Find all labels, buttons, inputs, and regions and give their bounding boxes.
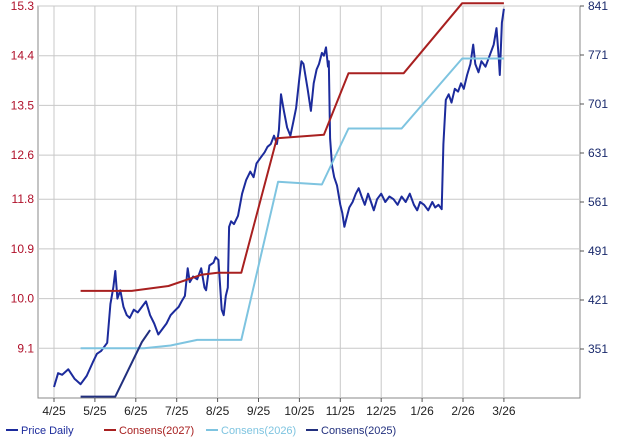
- left-tick-label: 10.9: [11, 242, 35, 256]
- plot-area: [37, 5, 581, 399]
- right-tick-label: 701: [588, 97, 608, 111]
- legend-label: Consens(2027): [119, 425, 194, 437]
- left-tick-label: 10.0: [11, 292, 35, 306]
- x-tick-label: 7/25: [165, 404, 189, 418]
- x-tick-label: 6/25: [124, 404, 148, 418]
- x-tick-label: 4/25: [42, 404, 66, 418]
- left-axis: 15.3 14.4 13.5 12.6 11.8 10.9 10.0 9.1: [11, 0, 35, 355]
- legend-label: Price Daily: [21, 425, 74, 437]
- x-tick-label: 11/25: [326, 404, 355, 418]
- right-axis: 841 771 701 631 561 491 421 351: [580, 0, 608, 356]
- x-axis: 4/25 5/25 6/25 7/25 8/25 9/25 10/25 11/25 12/25 1…: [42, 398, 516, 418]
- x-tick-label: 10/25: [284, 404, 314, 418]
- x-tick-label: 2/26: [451, 404, 475, 418]
- right-tick-label: 841: [588, 0, 608, 13]
- x-tick-label: 1/26: [410, 404, 434, 418]
- legend-label: Consens(2026): [221, 425, 296, 437]
- left-tick-label: 13.5: [11, 98, 35, 112]
- series-line-consens-2025: [80, 329, 151, 398]
- left-tick-label: 9.1: [17, 341, 34, 355]
- right-tick-label: 631: [588, 146, 608, 160]
- left-tick-label: 14.4: [11, 49, 35, 63]
- series-line-consens-2026: [80, 57, 504, 350]
- x-tick-label: 3/26: [492, 404, 516, 418]
- right-tick-label: 561: [588, 195, 608, 209]
- grid-lines: [38, 5, 580, 398]
- x-tick-label: 12/25: [366, 404, 396, 418]
- right-tick-label: 491: [588, 244, 608, 258]
- series-line-consens-2027: [80, 2, 504, 292]
- left-tick-label: 12.6: [11, 148, 35, 162]
- x-tick-label: 5/25: [83, 404, 107, 418]
- legend-label: Consens(2025): [321, 425, 396, 437]
- series-layer: [53, 2, 505, 398]
- x-tick-label: 8/25: [206, 404, 230, 418]
- right-tick-label: 351: [588, 342, 608, 356]
- right-tick-label: 771: [588, 48, 608, 62]
- legend: Price Daily Consens(2027) Consens(2026) Con…: [6, 425, 396, 437]
- left-tick-label: 11.8: [12, 192, 35, 206]
- left-tick-label: 15.3: [11, 0, 35, 13]
- right-tick-label: 421: [588, 293, 608, 307]
- series-line-price-daily: [53, 8, 505, 388]
- x-tick-label: 9/25: [247, 404, 271, 418]
